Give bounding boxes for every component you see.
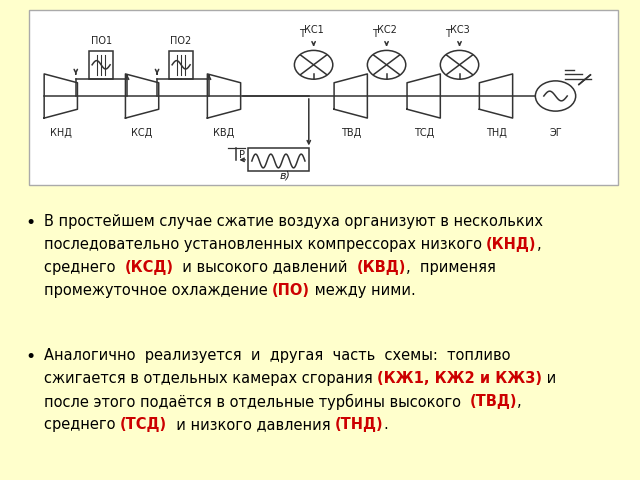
Text: (КНД): (КНД) bbox=[486, 237, 537, 252]
Text: среднего: среднего bbox=[44, 417, 120, 432]
Text: ,  применяя: , применяя bbox=[406, 260, 496, 275]
FancyBboxPatch shape bbox=[29, 10, 618, 185]
Text: Р: Р bbox=[239, 150, 246, 160]
Text: и высокого давлений: и высокого давлений bbox=[173, 260, 357, 275]
Text: КС3: КС3 bbox=[450, 25, 469, 35]
Text: (ТСД): (ТСД) bbox=[120, 417, 167, 432]
Text: промежуточное охлаждение: промежуточное охлаждение bbox=[44, 283, 272, 298]
Text: (ТВД): (ТВД) bbox=[470, 394, 517, 409]
Text: ЭГ: ЭГ bbox=[549, 128, 562, 138]
Text: (ТНД): (ТНД) bbox=[335, 417, 383, 432]
Text: и низкого давления: и низкого давления bbox=[167, 417, 335, 432]
Text: КС1: КС1 bbox=[304, 25, 323, 35]
Text: •: • bbox=[26, 348, 36, 366]
Text: КСД: КСД bbox=[131, 128, 153, 138]
Bar bbox=[169, 51, 193, 79]
Text: и: и bbox=[542, 371, 556, 386]
Text: (ПО): (ПО) bbox=[272, 283, 310, 298]
Text: .: . bbox=[383, 417, 388, 432]
Text: (КВД): (КВД) bbox=[357, 260, 406, 275]
Text: ,: , bbox=[517, 394, 522, 409]
Text: сжигается в отдельных камерах сгорания: сжигается в отдельных камерах сгорания bbox=[44, 371, 377, 386]
Text: КС2: КС2 bbox=[376, 25, 397, 35]
Text: ПО2: ПО2 bbox=[170, 36, 192, 46]
Text: Т: Т bbox=[445, 29, 451, 39]
Text: ТНД: ТНД bbox=[486, 128, 506, 138]
Text: ,: , bbox=[537, 237, 541, 252]
Text: последовательно установленных компрессорах низкого: последовательно установленных компрессор… bbox=[44, 237, 486, 252]
Text: КВД: КВД bbox=[213, 128, 235, 138]
Text: после этого подаётся в отдельные турбины высокого: после этого подаётся в отдельные турбины… bbox=[44, 394, 470, 410]
Bar bbox=[90, 51, 113, 79]
Text: КНД: КНД bbox=[50, 128, 72, 138]
Text: В простейшем случае сжатие воздуха организуют в нескольких: В простейшем случае сжатие воздуха орган… bbox=[44, 214, 543, 228]
Text: Аналогично  реализуется  и  другая  часть  схемы:  топливо: Аналогично реализуется и другая часть сх… bbox=[44, 348, 510, 363]
Bar bbox=[248, 148, 309, 171]
Text: между ними.: между ними. bbox=[310, 283, 415, 298]
Text: ПО1: ПО1 bbox=[90, 36, 112, 46]
Text: (КЖ1, КЖ2 и КЖ3): (КЖ1, КЖ2 и КЖ3) bbox=[377, 371, 542, 386]
Text: ТСД: ТСД bbox=[413, 128, 434, 138]
Text: ТВД: ТВД bbox=[340, 128, 361, 138]
Text: •: • bbox=[26, 214, 36, 231]
Text: в): в) bbox=[280, 171, 290, 181]
Text: Т: Т bbox=[300, 29, 305, 39]
Text: Т: Т bbox=[372, 29, 378, 39]
Text: (КСД): (КСД) bbox=[124, 260, 173, 275]
Text: среднего: среднего bbox=[44, 260, 124, 275]
